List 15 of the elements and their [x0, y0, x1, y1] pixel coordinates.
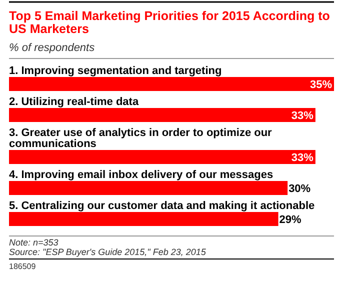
data-label: 29%	[279, 214, 302, 226]
y-tick-label: 5. Centralizing our customer data and making it actionable	[9, 200, 315, 212]
annotation: Note: n=353	[9, 238, 58, 248]
y-tick-label: 1. Improving segmentation and targeting	[9, 65, 222, 77]
y-tick-label: 4. Improving email inbox delivery of our messages	[9, 169, 274, 181]
chart-title: Top 5 Email Marketing Priorities for 2015 According to US Marketers	[9, 9, 330, 36]
chart-subtitle: % of respondents	[9, 42, 96, 54]
y-tick-label: 2. Utilizing real-time data	[9, 96, 140, 108]
text: 186509	[9, 262, 36, 271]
data-label: 33%	[291, 110, 314, 122]
data-label: 30%	[288, 183, 311, 195]
y-tick-label: 3. Greater use of analytics in order to optimize our communications	[9, 127, 273, 150]
source-note: Source: "ESP Buyer's Guide 2015," Feb 23, 2015	[9, 247, 207, 257]
data-label: 33%	[291, 152, 314, 164]
data-label: 35%	[310, 79, 332, 91]
